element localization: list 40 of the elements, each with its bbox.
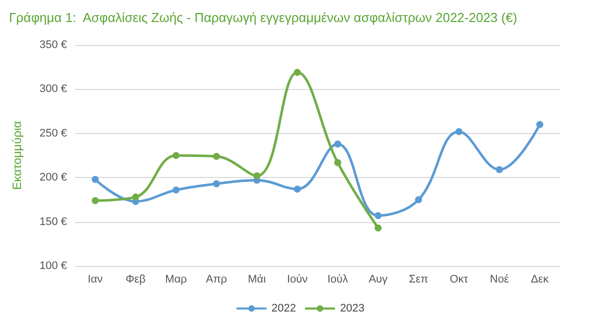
x-tick-label: Οκτ (450, 274, 469, 286)
point (172, 186, 180, 194)
point (92, 176, 99, 183)
point (253, 172, 260, 180)
x-tick-label: Αυγ (368, 274, 388, 286)
point (212, 152, 220, 160)
point (294, 186, 301, 193)
point (334, 140, 342, 148)
point (374, 224, 382, 232)
point (172, 152, 180, 159)
x-tick-label: Σεπ (408, 274, 429, 286)
legend-label: 2023 (340, 302, 364, 314)
point (212, 180, 220, 188)
point (415, 196, 422, 204)
x-tick-label: Νοέ (490, 274, 509, 286)
y-tick-label: 200 € (39, 172, 67, 184)
point (536, 121, 544, 128)
x-tick-label: Φεβ (126, 274, 146, 286)
x-tick-label: Ιούν (286, 274, 308, 286)
y-tick-label: 300 € (39, 83, 67, 96)
x-tick-label: Μαρ (165, 274, 187, 286)
point (374, 212, 382, 220)
y-tick-label: 150 € (39, 216, 67, 228)
y-tick-label: 250 € (39, 127, 67, 140)
point (455, 128, 462, 136)
x-tick-label: Μάι (248, 274, 266, 286)
x-tick-label: Ιαν (88, 274, 104, 286)
point (92, 197, 99, 204)
point (496, 166, 503, 174)
point (294, 68, 301, 76)
chart-title: Γράφημα 1: Ασφαλίσεις Ζωής - Παραγωγή εγγεγραμμένων ασφαλίστρων 2022-2023 (€) (9, 10, 518, 25)
x-tick-label: Δεκ (530, 274, 550, 286)
x-tick-label: Ιούλ (327, 274, 349, 286)
legend-label: 2022 (272, 302, 296, 314)
x-tick-label: Απρ (206, 274, 228, 286)
y-tick-label: 100 € (39, 260, 67, 272)
y-axis-title: Εκατομμύρια (10, 121, 24, 190)
point (334, 159, 342, 166)
point (132, 194, 140, 201)
y-tick-label: 350 € (39, 39, 67, 51)
